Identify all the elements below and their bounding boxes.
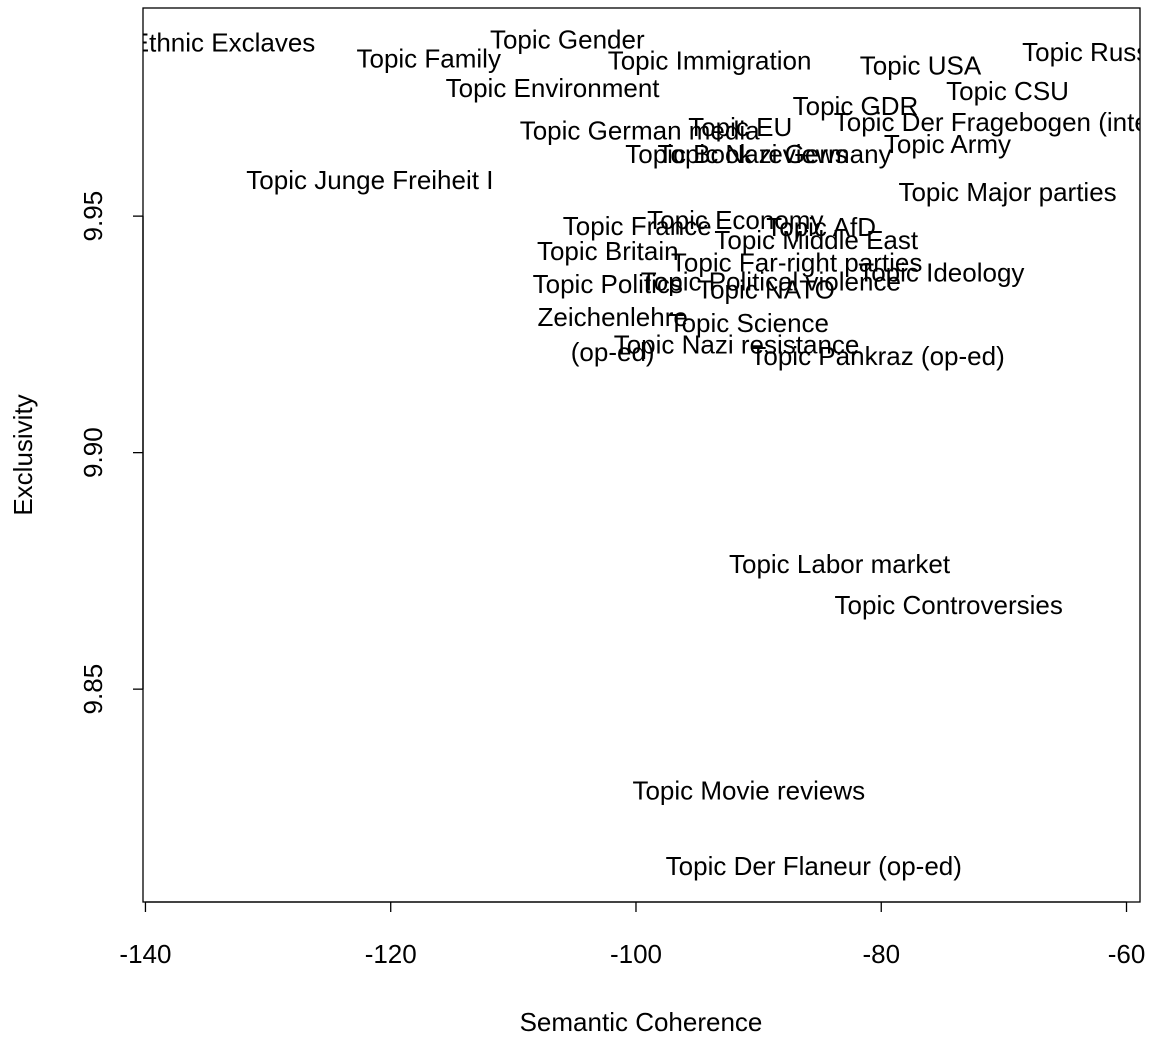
point-label: Topic Army bbox=[884, 129, 1011, 159]
point-label: Topic Environment bbox=[446, 73, 661, 103]
point-label: Topic Economy bbox=[647, 205, 823, 235]
point-label: Topic CSU bbox=[946, 76, 1069, 106]
point-label: Topic Nazi Germany bbox=[658, 139, 892, 169]
point-label: Topic Ethnic Exclaves bbox=[64, 27, 315, 57]
x-tick-label: -120 bbox=[365, 939, 417, 969]
point-label: Topic Movie reviews bbox=[632, 776, 865, 806]
point-label: Topic Pankraz (op-ed) bbox=[750, 341, 1004, 371]
point-label: Topic Junge Freiheit I bbox=[246, 165, 493, 195]
x-tick-label: -80 bbox=[862, 939, 900, 969]
y-tick-label: 9.90 bbox=[78, 427, 108, 478]
point-label: Topic GDR bbox=[793, 91, 919, 121]
point-label: Topic Family bbox=[356, 43, 500, 73]
y-axis-label: Exclusivity bbox=[8, 394, 38, 515]
point-label: Topic Middle East bbox=[714, 225, 919, 255]
point-label: Topic Far-right parties bbox=[671, 248, 922, 278]
point-label: Topic France bbox=[563, 211, 712, 241]
x-tick-label: -60 bbox=[1108, 939, 1146, 969]
point-label: Topic Book reviews bbox=[625, 139, 848, 169]
point-label: Topic Labor market bbox=[729, 549, 951, 579]
y-tick-label: 9.95 bbox=[78, 191, 108, 242]
point-label: Topic EU bbox=[688, 112, 792, 142]
point-label: Topic Russia bbox=[1022, 37, 1154, 67]
point-label: Topic USA bbox=[860, 50, 982, 80]
point-label: Topic German media bbox=[520, 115, 760, 145]
point-label: Topic Politics bbox=[533, 269, 683, 299]
point-label: Topic Immigration bbox=[608, 45, 812, 75]
point-label: Topic Der Fragebogen (interview) bbox=[834, 107, 1154, 137]
point-label: Topic Political violence bbox=[641, 267, 901, 297]
point-label: Topic Science bbox=[669, 308, 829, 338]
point-label: Topic Major parties bbox=[898, 177, 1116, 207]
x-tick-label: -100 bbox=[610, 939, 662, 969]
point-label-line: Zeichenlehre bbox=[538, 302, 688, 332]
point-label: Topic Controversies bbox=[835, 590, 1063, 620]
x-tick-label: -140 bbox=[119, 939, 171, 969]
point-label: Zeichenlehre (op-ed) bbox=[538, 302, 688, 367]
point-label: Topic Britain bbox=[537, 236, 679, 266]
point-label: Topic Nazi resistance bbox=[614, 330, 860, 360]
point-label: Topic Ideology bbox=[858, 258, 1024, 288]
point-label: Topic NATO bbox=[697, 275, 835, 305]
y-tick-label: 9.85 bbox=[78, 664, 108, 715]
point-label: Topic Gender bbox=[490, 24, 645, 54]
x-axis-label: Semantic Coherence bbox=[520, 1007, 763, 1037]
point-label: Topic Der Flaneur (op-ed) bbox=[666, 851, 962, 881]
point-label: Topic AfD bbox=[766, 212, 876, 242]
point-label-line: (op-ed) bbox=[571, 337, 655, 367]
